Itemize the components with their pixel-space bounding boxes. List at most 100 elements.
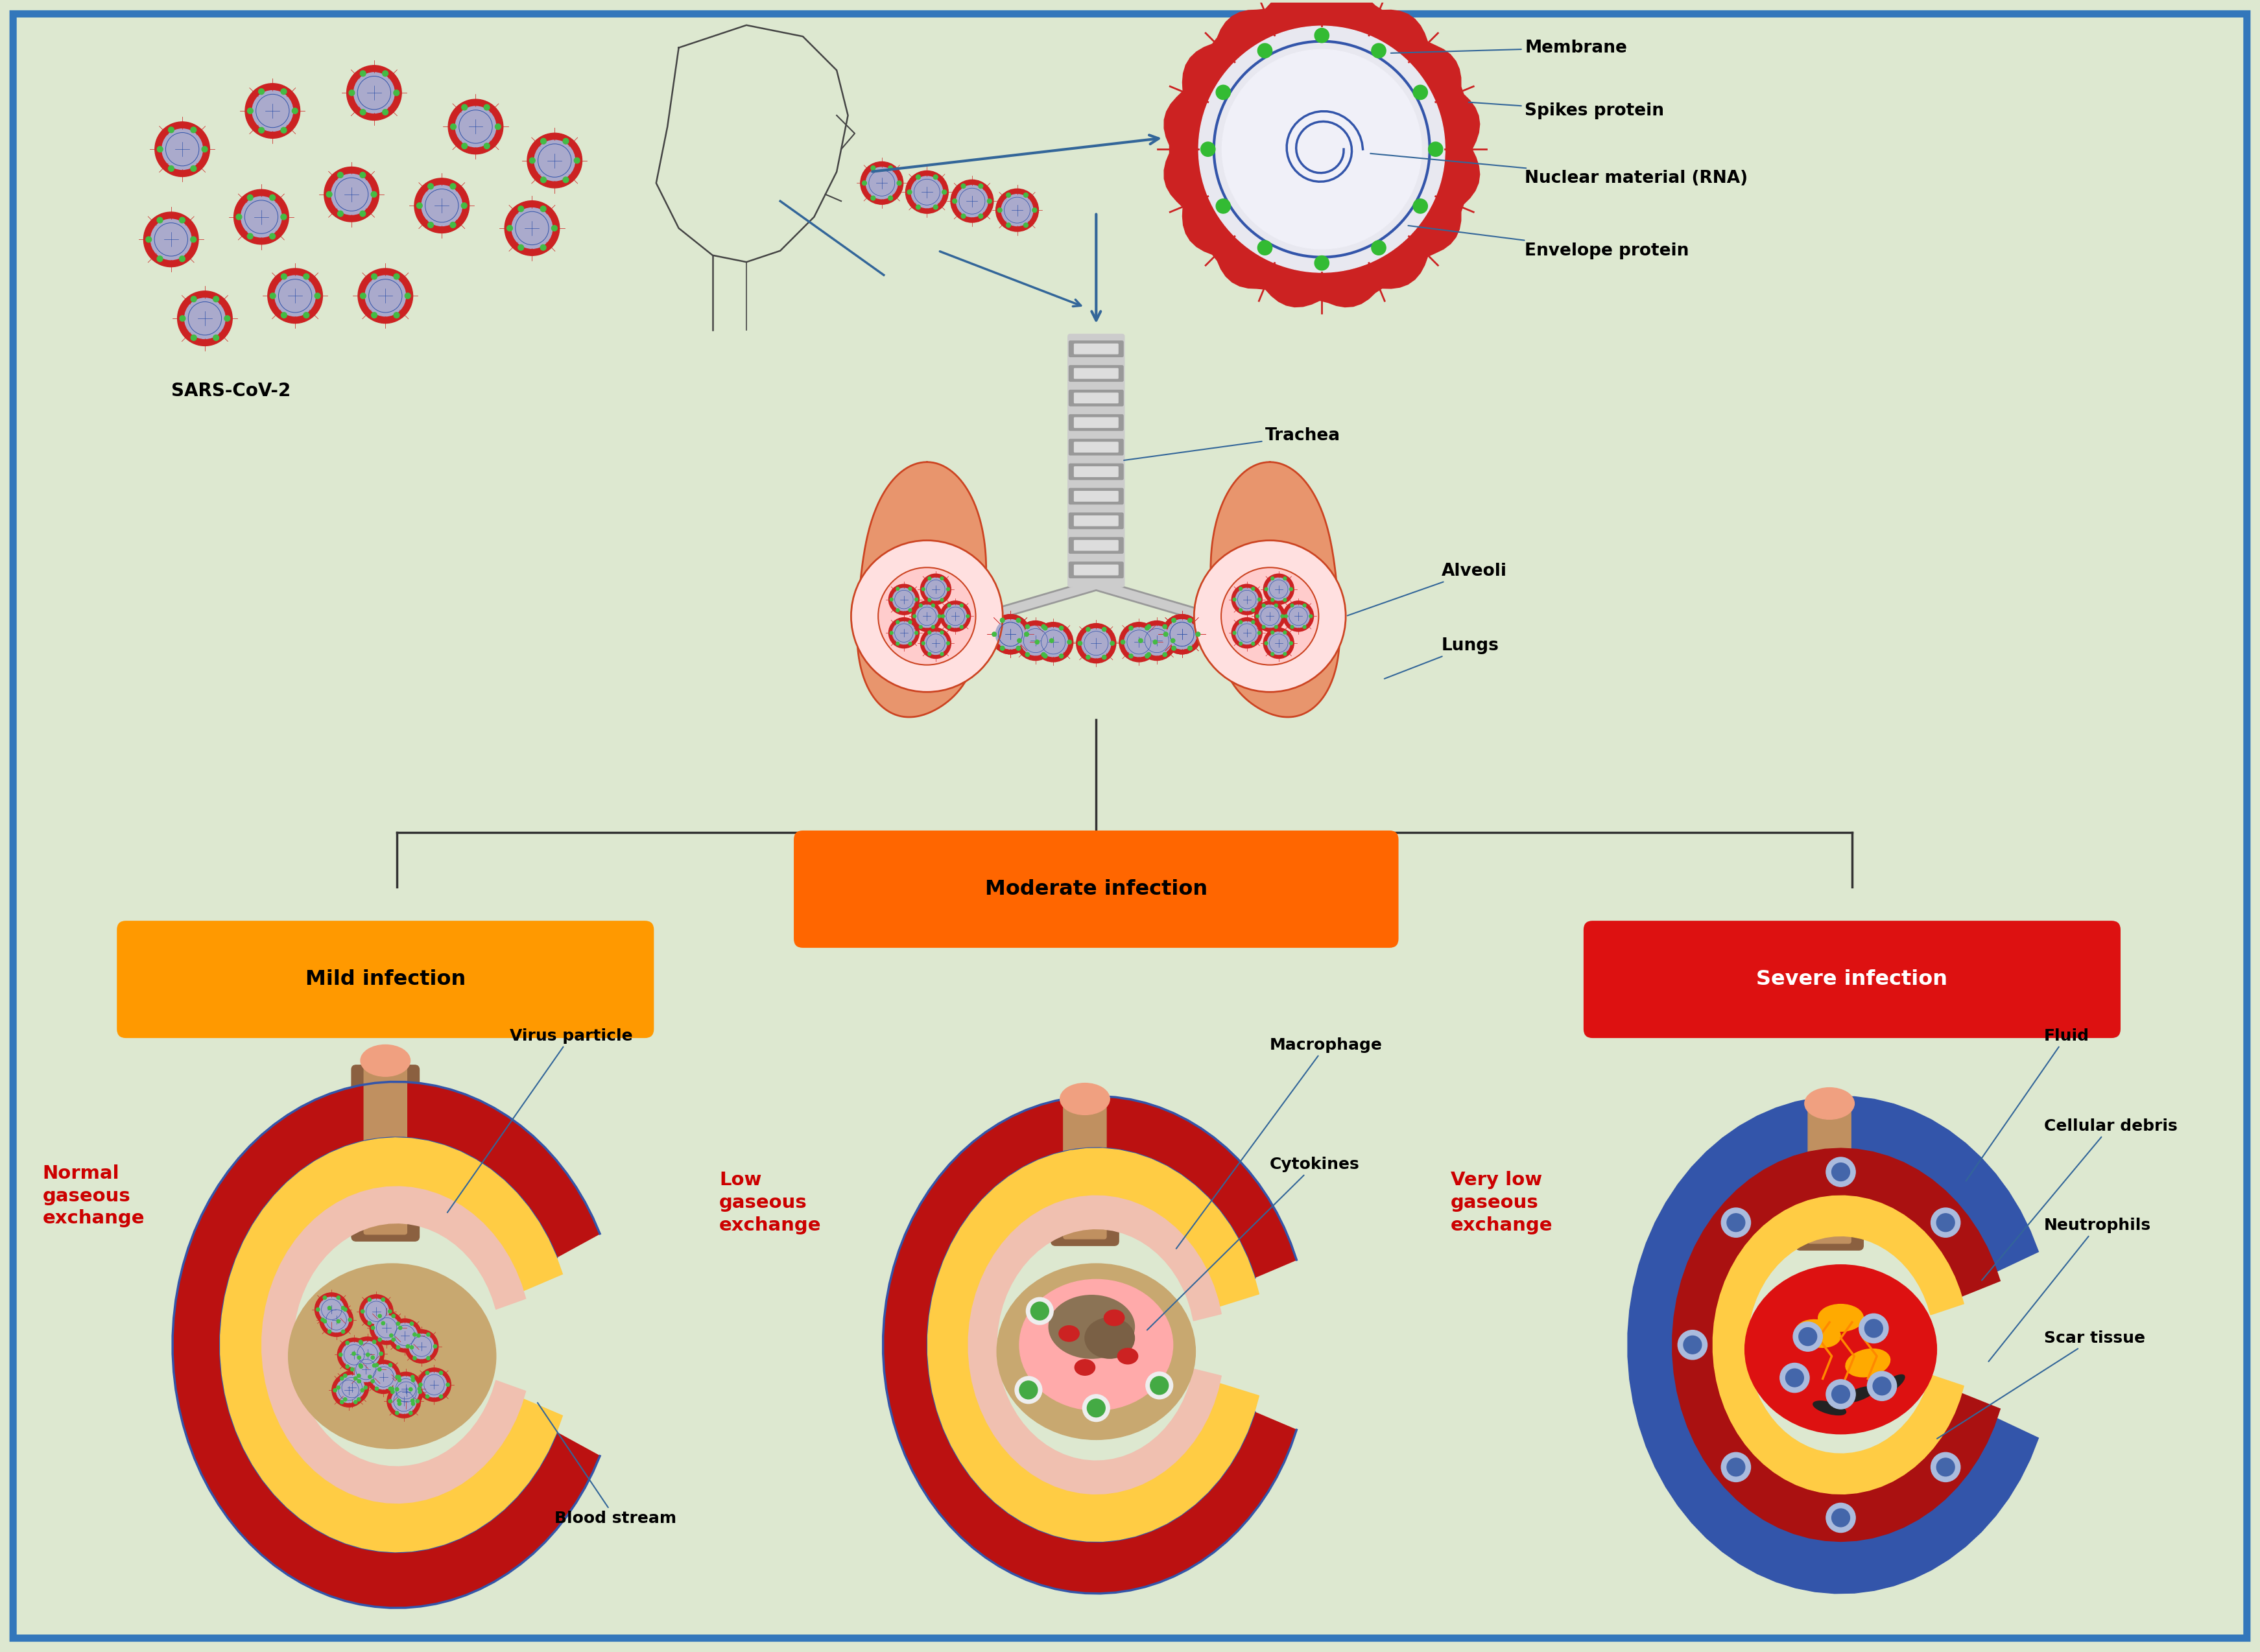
Circle shape — [391, 1391, 395, 1394]
Circle shape — [253, 91, 294, 131]
Circle shape — [341, 1330, 346, 1333]
Circle shape — [906, 170, 949, 213]
Circle shape — [450, 124, 457, 129]
Circle shape — [337, 1378, 362, 1403]
Circle shape — [348, 89, 355, 96]
Ellipse shape — [1745, 1265, 1937, 1434]
Circle shape — [355, 73, 395, 112]
Circle shape — [574, 157, 581, 164]
Circle shape — [1171, 618, 1175, 623]
Circle shape — [1146, 1371, 1173, 1399]
Circle shape — [1727, 1459, 1745, 1477]
Circle shape — [409, 1322, 414, 1325]
Circle shape — [1232, 618, 1261, 648]
Text: Low
gaseous
exchange: Low gaseous exchange — [719, 1171, 820, 1234]
Circle shape — [1042, 624, 1046, 629]
Text: Nuclear material (RNA): Nuclear material (RNA) — [1370, 154, 1747, 187]
Circle shape — [375, 1388, 377, 1391]
Circle shape — [292, 107, 298, 114]
Circle shape — [897, 643, 899, 646]
Circle shape — [258, 89, 264, 94]
Circle shape — [190, 236, 197, 243]
Circle shape — [1125, 628, 1153, 657]
Circle shape — [1022, 626, 1051, 656]
Circle shape — [212, 335, 219, 340]
Circle shape — [1722, 1208, 1751, 1237]
Circle shape — [909, 643, 911, 646]
Circle shape — [913, 615, 915, 618]
FancyBboxPatch shape — [1069, 390, 1123, 406]
Circle shape — [951, 180, 994, 223]
Circle shape — [1164, 633, 1168, 636]
Circle shape — [1171, 639, 1175, 643]
Circle shape — [353, 1351, 355, 1355]
Circle shape — [1860, 1313, 1889, 1343]
Circle shape — [888, 585, 920, 615]
Circle shape — [368, 1322, 371, 1325]
Circle shape — [1189, 618, 1191, 623]
Ellipse shape — [362, 1044, 411, 1077]
Circle shape — [1196, 633, 1200, 636]
Circle shape — [990, 615, 1031, 654]
Circle shape — [1078, 641, 1083, 646]
Circle shape — [1001, 646, 1003, 651]
Circle shape — [323, 1307, 348, 1332]
Circle shape — [1412, 198, 1428, 213]
Ellipse shape — [1806, 1087, 1853, 1120]
Circle shape — [269, 233, 276, 240]
Circle shape — [915, 598, 918, 601]
Polygon shape — [172, 1082, 599, 1607]
Circle shape — [533, 140, 574, 180]
Circle shape — [897, 621, 899, 624]
Circle shape — [344, 1374, 346, 1378]
Circle shape — [366, 1360, 400, 1394]
Circle shape — [893, 588, 915, 611]
Circle shape — [1026, 1297, 1053, 1325]
Circle shape — [375, 1363, 377, 1366]
Circle shape — [897, 608, 899, 611]
Circle shape — [398, 1403, 402, 1406]
Circle shape — [341, 1343, 366, 1368]
Circle shape — [1286, 605, 1309, 628]
Circle shape — [870, 165, 875, 170]
Circle shape — [350, 1336, 384, 1371]
Circle shape — [389, 1388, 393, 1391]
Circle shape — [1031, 1302, 1049, 1320]
Circle shape — [1266, 641, 1268, 644]
Circle shape — [945, 605, 967, 628]
Polygon shape — [967, 1196, 1220, 1493]
Circle shape — [380, 1351, 382, 1355]
Polygon shape — [1627, 1097, 2039, 1594]
Circle shape — [929, 631, 931, 634]
Circle shape — [341, 1376, 344, 1379]
Circle shape — [346, 1341, 348, 1345]
Circle shape — [337, 1338, 371, 1371]
Circle shape — [368, 1298, 371, 1302]
Circle shape — [167, 165, 174, 172]
Circle shape — [393, 274, 400, 279]
Circle shape — [393, 312, 400, 319]
Text: Membrane: Membrane — [1390, 40, 1627, 56]
FancyBboxPatch shape — [1074, 565, 1119, 575]
Circle shape — [1261, 626, 1266, 628]
Circle shape — [909, 621, 911, 624]
Circle shape — [409, 1346, 414, 1350]
Circle shape — [942, 615, 945, 618]
Circle shape — [1275, 626, 1277, 628]
Circle shape — [357, 1374, 362, 1378]
Circle shape — [391, 1389, 416, 1414]
Circle shape — [389, 1310, 391, 1313]
FancyBboxPatch shape — [1074, 491, 1119, 501]
Circle shape — [1189, 618, 1191, 623]
Circle shape — [1001, 195, 1033, 226]
Circle shape — [280, 127, 287, 134]
Circle shape — [1234, 598, 1236, 601]
FancyBboxPatch shape — [1584, 920, 2120, 1037]
Circle shape — [235, 215, 242, 220]
Circle shape — [362, 1310, 364, 1313]
Circle shape — [416, 1399, 418, 1403]
Circle shape — [362, 1389, 364, 1393]
Circle shape — [1792, 1322, 1822, 1351]
Circle shape — [863, 180, 866, 185]
Circle shape — [529, 157, 536, 164]
